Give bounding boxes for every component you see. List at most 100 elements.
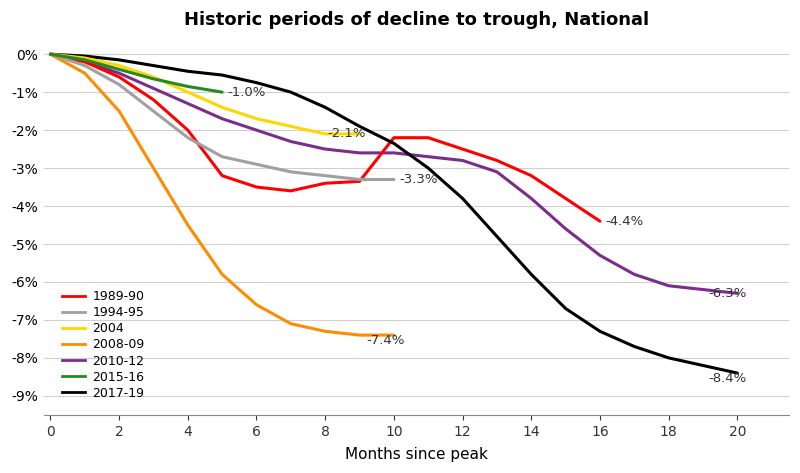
2008-09: [354, 332, 364, 338]
2017-19: [561, 306, 570, 311]
1989-90: [320, 180, 330, 186]
Line: 1994-95: 1994-95: [50, 54, 394, 179]
2004: [80, 55, 90, 61]
Text: -7.4%: -7.4%: [366, 334, 405, 347]
1989-90: [595, 219, 605, 224]
1989-90: [46, 52, 55, 57]
2004: [183, 89, 193, 95]
2010-12: [423, 154, 433, 159]
Line: 1989-90: 1989-90: [50, 54, 600, 221]
2004: [218, 105, 227, 110]
2010-12: [458, 158, 467, 163]
2008-09: [80, 70, 90, 76]
2010-12: [354, 150, 364, 156]
2017-19: [492, 234, 502, 239]
2008-09: [183, 222, 193, 228]
1989-90: [561, 196, 570, 201]
1994-95: [320, 173, 330, 178]
Text: -2.1%: -2.1%: [327, 127, 366, 140]
1989-90: [526, 173, 536, 178]
2004: [114, 63, 124, 69]
2008-09: [114, 108, 124, 114]
2017-19: [664, 355, 674, 361]
2010-12: [252, 127, 262, 133]
2017-19: [733, 370, 742, 376]
2010-12: [389, 150, 398, 156]
1994-95: [183, 135, 193, 140]
2017-19: [698, 363, 708, 368]
1994-95: [149, 108, 158, 114]
2015-16: [80, 57, 90, 63]
2008-09: [149, 165, 158, 171]
2017-19: [630, 344, 639, 350]
Text: -1.0%: -1.0%: [227, 86, 266, 99]
2017-19: [423, 165, 433, 171]
2008-09: [286, 321, 296, 326]
Line: 2015-16: 2015-16: [50, 54, 222, 92]
2008-09: [320, 328, 330, 334]
2017-19: [320, 105, 330, 110]
2017-19: [149, 63, 158, 69]
2008-09: [389, 332, 398, 338]
1994-95: [114, 82, 124, 88]
Line: 2008-09: 2008-09: [50, 54, 394, 335]
2017-19: [286, 89, 296, 95]
2010-12: [664, 283, 674, 289]
2017-19: [354, 123, 364, 129]
2015-16: [46, 52, 55, 57]
2004: [252, 116, 262, 122]
2004: [149, 74, 158, 80]
2010-12: [526, 196, 536, 201]
2017-19: [46, 52, 55, 57]
Title: Historic periods of decline to trough, National: Historic periods of decline to trough, N…: [184, 11, 649, 29]
1989-90: [114, 74, 124, 80]
1989-90: [389, 135, 398, 140]
X-axis label: Months since peak: Months since peak: [345, 447, 488, 462]
2008-09: [218, 272, 227, 277]
Line: 2010-12: 2010-12: [50, 54, 738, 293]
2017-19: [80, 53, 90, 59]
1989-90: [218, 173, 227, 178]
Legend: 1989-90, 1994-95, 2004, 2008-09, 2010-12, 2015-16, 2017-19: 1989-90, 1994-95, 2004, 2008-09, 2010-12…: [58, 285, 150, 405]
2015-16: [114, 67, 124, 72]
2004: [286, 123, 296, 129]
2017-19: [526, 272, 536, 277]
Line: 2017-19: 2017-19: [50, 54, 738, 373]
Text: -6.3%: -6.3%: [708, 287, 746, 300]
2004: [46, 52, 55, 57]
2010-12: [733, 290, 742, 296]
1989-90: [492, 158, 502, 163]
1994-95: [252, 161, 262, 167]
1989-90: [252, 184, 262, 190]
Text: -4.4%: -4.4%: [605, 215, 643, 228]
2010-12: [183, 101, 193, 106]
1994-95: [80, 63, 90, 69]
2015-16: [183, 84, 193, 89]
2004: [320, 131, 330, 137]
2010-12: [286, 139, 296, 144]
2008-09: [252, 302, 262, 307]
1994-95: [286, 169, 296, 175]
2010-12: [320, 146, 330, 152]
2010-12: [630, 272, 639, 277]
2010-12: [595, 253, 605, 258]
Text: -8.4%: -8.4%: [708, 372, 746, 385]
1989-90: [458, 146, 467, 152]
1994-95: [46, 52, 55, 57]
2017-19: [389, 140, 398, 146]
2004: [354, 131, 364, 137]
2010-12: [492, 169, 502, 175]
1989-90: [149, 97, 158, 103]
Text: -3.3%: -3.3%: [399, 173, 438, 186]
2015-16: [218, 89, 227, 95]
2010-12: [149, 86, 158, 91]
2010-12: [561, 226, 570, 232]
1989-90: [80, 59, 90, 65]
2010-12: [114, 70, 124, 76]
2008-09: [46, 52, 55, 57]
2017-19: [595, 328, 605, 334]
Line: 2004: 2004: [50, 54, 359, 134]
1989-90: [286, 188, 296, 193]
1994-95: [218, 154, 227, 159]
2017-19: [458, 196, 467, 201]
